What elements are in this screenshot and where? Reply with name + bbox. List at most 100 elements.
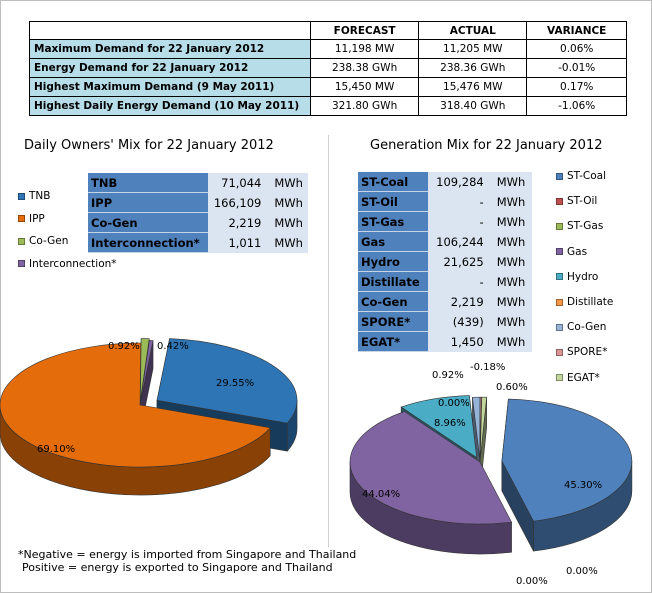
- owners-cell-value: 166,109: [208, 192, 265, 213]
- owners-cell-unit: MWh: [264, 232, 308, 253]
- legend-swatch-icon: [18, 215, 25, 222]
- owners-cell-name: Interconnection*: [88, 232, 209, 253]
- generation-cell-value: 2,219: [428, 291, 487, 312]
- generation-cell-name: Co-Gen: [358, 291, 429, 312]
- generation-cell-value: 106,244: [428, 231, 487, 252]
- summary-row-variance: 0.06%: [526, 39, 627, 59]
- generation-cell-unit: MWh: [486, 211, 532, 232]
- generation-cell-name: SPORE*: [358, 311, 429, 332]
- owners-slice-2: [140, 338, 150, 401]
- generation-cell-unit: MWh: [486, 291, 532, 312]
- generation-legend-label: Gas: [567, 245, 588, 258]
- generation-cell-unit: MWh: [486, 172, 532, 192]
- owners-cell-unit: MWh: [264, 192, 308, 213]
- owners-cell-value: 71,044: [208, 173, 265, 193]
- owners-legend-label: Co-Gen: [29, 235, 69, 247]
- generation-cell-name: Gas: [358, 231, 429, 252]
- legend-swatch-icon: [556, 273, 563, 281]
- generation-legend-item: Distillate: [556, 296, 613, 308]
- footnote-line-2: Positive = energy is exported to Singapo…: [22, 561, 333, 574]
- owners-pie: 29.55% 69.10% 0.92% 0.42%: [0, 338, 298, 496]
- generation-data-label: 0.00%: [516, 576, 548, 587]
- legend-swatch-icon: [556, 348, 563, 356]
- generation-legend-label: Distillate: [567, 296, 614, 308]
- legend-swatch-icon: [556, 248, 563, 256]
- summary-row-actual: 11,205 MW: [418, 39, 528, 59]
- generation-legend-item: Co-Gen: [556, 321, 606, 333]
- generation-cell-value: 21,625: [428, 251, 487, 272]
- owners-legend-item: TNB: [18, 190, 50, 202]
- generation-legend-label: Hydro: [567, 270, 599, 283]
- generation-data-label: 0.00%: [438, 398, 470, 409]
- summary-row-label: Highest Maximum Demand (9 May 2011): [29, 77, 311, 97]
- legend-swatch-icon: [556, 374, 563, 382]
- owners-cell-value: 1,011: [208, 232, 265, 253]
- generation-table-row: ST-Oil - MWh: [358, 191, 532, 212]
- generation-table-row: Distillate - MWh: [358, 271, 532, 292]
- summary-row-variance: -0.01%: [526, 58, 627, 78]
- generation-slice-4: [400, 395, 478, 459]
- generation-data-label: 45.30%: [564, 480, 602, 491]
- generation-legend-label: ST-Coal: [567, 170, 607, 182]
- legend-swatch-icon: [18, 260, 25, 267]
- generation-cell-unit: MWh: [486, 271, 532, 292]
- generation-cell-unit: MWh: [486, 251, 532, 272]
- generation-legend-item: Hydro: [556, 271, 598, 283]
- summary-header-row: FORECAST ACTUAL VARIANCE: [29, 21, 627, 40]
- owners-legend-label: TNB: [29, 190, 51, 202]
- generation-cell-unit: MWh: [486, 191, 532, 212]
- generation-data-label: 0.60%: [496, 382, 528, 393]
- summary-row: Maximum Demand for 22 January 2012 11,198…: [29, 39, 627, 59]
- owners-table-row: Interconnection* 1,011 MWh: [88, 232, 308, 253]
- owners-slice-3: [140, 340, 154, 403]
- generation-cell-unit: MWh: [486, 331, 532, 352]
- owners-data-label: 0.42%: [157, 341, 189, 352]
- generation-table-row: Hydro 21,625 MWh: [358, 251, 532, 272]
- generation-table-row: Gas 106,244 MWh: [358, 231, 532, 252]
- generation-data-label: 44.04%: [362, 489, 400, 500]
- summary-row: Highest Daily Energy Demand (10 May 2011…: [29, 96, 627, 116]
- owners-table-row: Co-Gen 2,219 MWh: [88, 212, 308, 233]
- generation-cell-value: 1,450: [428, 331, 487, 352]
- generation-slice-0: [501, 398, 633, 522]
- owners-cell-unit: MWh: [264, 212, 308, 233]
- generation-pie: 45.30% 0.00% 0.00% 44.04% 8.96% 0.00% 0.92% -0.…: [349, 362, 633, 587]
- owners-mix-title: Daily Owners' Mix for 22 January 2012: [24, 138, 274, 153]
- generation-cell-value: -: [428, 211, 487, 232]
- generation-cell-name: ST-Oil: [358, 191, 429, 212]
- owners-slice-0: [156, 338, 298, 424]
- generation-slice-3: [349, 411, 513, 525]
- owners-data-label: 0.92%: [108, 341, 140, 352]
- owners-slice-1: [0, 342, 271, 468]
- owners-legend-item: IPP: [18, 213, 45, 225]
- generation-cell-name: Hydro: [358, 251, 429, 272]
- summary-row: Energy Demand for 22 January 2012 238.38 …: [29, 58, 627, 78]
- owners-legend-item: Interconnection*: [18, 258, 117, 270]
- generation-cell-unit: MWh: [486, 311, 532, 332]
- legend-swatch-icon: [556, 197, 563, 205]
- generation-legend-item: SPORE*: [556, 346, 607, 358]
- generation-table-row: ST-Coal 109,284 MWh: [358, 172, 532, 192]
- owners-data-label: 69.10%: [37, 444, 75, 455]
- summary-row-forecast: 321.80 GWh: [309, 96, 420, 116]
- generation-legend-label: Co-Gen: [567, 321, 607, 334]
- summary-row-actual: 318.40 GWh: [418, 96, 528, 116]
- footnote: *Negative = energy is imported from Sing…: [18, 548, 356, 574]
- generation-cell-name: Distillate: [358, 271, 429, 292]
- summary-row-actual: 238.36 GWh: [418, 58, 528, 78]
- generation-table-row: SPORE* (439) MWh: [358, 311, 532, 332]
- owners-cell-name: IPP: [88, 192, 209, 213]
- legend-swatch-icon: [556, 323, 563, 331]
- generation-cell-value: 109,284: [428, 172, 487, 192]
- owners-cell-value: 2,219: [208, 212, 265, 233]
- generation-cell-unit: MWh: [486, 231, 532, 252]
- legend-swatch-icon: [18, 237, 25, 245]
- header-forecast: FORECAST: [309, 21, 420, 40]
- summary-header-blank: [29, 21, 311, 40]
- legend-swatch-icon: [556, 172, 563, 180]
- generation-data-label: 0.00%: [566, 566, 598, 577]
- generation-legend-item: ST-Gas: [556, 220, 603, 232]
- legend-swatch-icon: [556, 298, 563, 306]
- generation-mix-table: ST-Coal 109,284 MWh ST-Oil - MWh ST-Gas - MWh Gas…: [358, 172, 532, 352]
- generation-cell-name: EGAT*: [358, 331, 429, 352]
